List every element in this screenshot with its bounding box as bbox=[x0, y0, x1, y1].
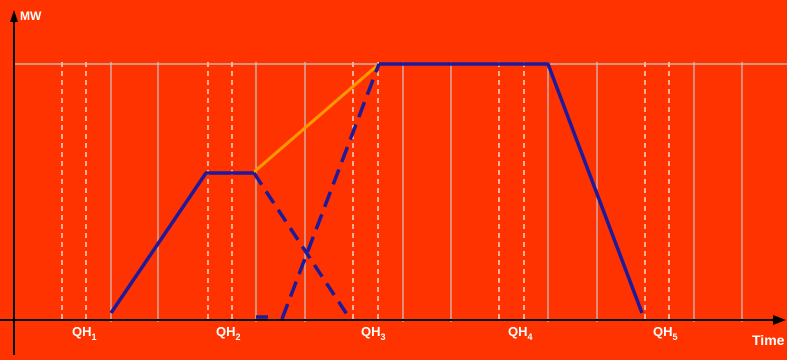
axes bbox=[0, 10, 786, 355]
plateau-profile-solid bbox=[379, 62, 644, 314]
qh-label-5: QH5 bbox=[653, 324, 678, 342]
ramp-up-dashed bbox=[280, 63, 381, 320]
ramp-down-dashed bbox=[252, 172, 352, 320]
qh-label-3: QH3 bbox=[361, 324, 386, 342]
gridlines bbox=[14, 62, 787, 322]
transition-line bbox=[253, 62, 380, 174]
qh-label-2: QH2 bbox=[216, 324, 241, 342]
qh-label-4: QH4 bbox=[508, 324, 533, 342]
ramp-profile-solid bbox=[109, 171, 254, 314]
qh-label-1: QH1 bbox=[72, 324, 97, 342]
y-axis-label: MW bbox=[20, 9, 42, 23]
x-axis-label: Time bbox=[752, 332, 785, 348]
x-axis-arrow bbox=[773, 315, 786, 325]
y-axis-arrow bbox=[10, 10, 18, 22]
